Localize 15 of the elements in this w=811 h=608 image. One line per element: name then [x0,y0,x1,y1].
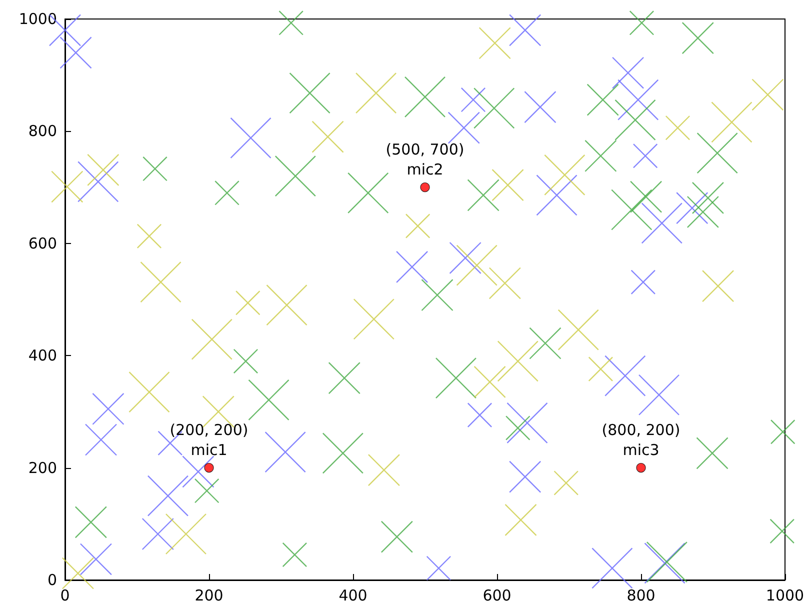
y-tick-label: 600 [28,234,57,252]
y-tick-label: 0 [47,571,57,589]
x-tick-label: 1000 [766,586,804,604]
y-tick-label: 1000 [18,10,57,28]
y-tick-label: 400 [28,346,57,365]
x-tick-label: 600 [482,586,512,604]
x-tick-label: 400 [338,586,368,604]
y-tick-label: 200 [28,458,57,477]
annotation: (200, 200) mic1 [170,420,248,459]
x-tick-label: 0 [60,586,70,604]
y-tick-label: 800 [28,122,57,140]
x-tick-label: 200 [194,586,224,604]
x-tick-label: 800 [626,586,656,604]
annotation: (800, 200) mic3 [602,420,680,459]
annotation: (500, 700) mic2 [386,140,464,178]
